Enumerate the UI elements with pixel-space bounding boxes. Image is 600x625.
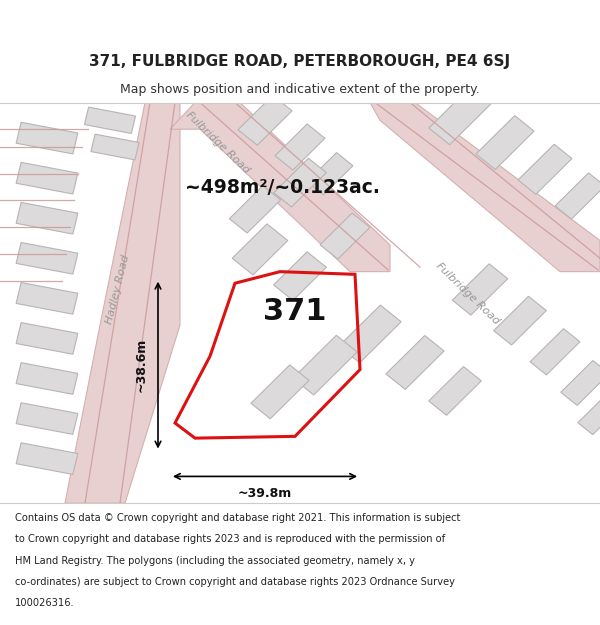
Polygon shape	[476, 116, 534, 169]
Polygon shape	[428, 367, 481, 415]
Polygon shape	[16, 122, 78, 154]
Polygon shape	[16, 322, 78, 354]
Polygon shape	[578, 394, 600, 434]
Polygon shape	[386, 336, 444, 389]
Text: to Crown copyright and database rights 2023 and is reproduced with the permissio: to Crown copyright and database rights 2…	[15, 534, 445, 544]
Polygon shape	[16, 362, 78, 394]
Polygon shape	[91, 134, 139, 160]
Text: ~39.8m: ~39.8m	[238, 487, 292, 500]
Polygon shape	[16, 242, 78, 274]
Polygon shape	[274, 158, 326, 207]
Polygon shape	[16, 402, 78, 434]
Polygon shape	[370, 102, 600, 272]
Polygon shape	[274, 252, 326, 301]
Polygon shape	[429, 87, 491, 145]
Polygon shape	[85, 107, 136, 134]
Polygon shape	[275, 124, 325, 170]
Polygon shape	[16, 442, 78, 474]
Text: 100026316.: 100026316.	[15, 598, 74, 608]
Text: co-ordinates) are subject to Crown copyright and database rights 2023 Ordnance S: co-ordinates) are subject to Crown copyr…	[15, 577, 455, 587]
Text: Hadley Road: Hadley Road	[104, 254, 131, 325]
Polygon shape	[232, 224, 288, 275]
Polygon shape	[561, 361, 600, 406]
Polygon shape	[65, 102, 180, 503]
Text: 371: 371	[263, 298, 327, 326]
Polygon shape	[238, 96, 292, 145]
Text: ~498m²/~0.123ac.: ~498m²/~0.123ac.	[185, 177, 380, 197]
Polygon shape	[229, 186, 281, 233]
Text: Fulbridge Road: Fulbridge Road	[184, 110, 251, 176]
Polygon shape	[339, 305, 401, 363]
Polygon shape	[530, 329, 580, 375]
Polygon shape	[555, 173, 600, 219]
Polygon shape	[16, 282, 78, 314]
Polygon shape	[452, 264, 508, 315]
Polygon shape	[494, 296, 547, 345]
Polygon shape	[16, 162, 78, 194]
Text: 371, FULBRIDGE ROAD, PETERBOROUGH, PE4 6SJ: 371, FULBRIDGE ROAD, PETERBOROUGH, PE4 6…	[89, 54, 511, 69]
Text: Map shows position and indicative extent of the property.: Map shows position and indicative extent…	[120, 83, 480, 96]
Text: Contains OS data © Crown copyright and database right 2021. This information is : Contains OS data © Crown copyright and d…	[15, 513, 460, 523]
Text: HM Land Registry. The polygons (including the associated geometry, namely x, y: HM Land Registry. The polygons (includin…	[15, 556, 415, 566]
Polygon shape	[16, 202, 78, 234]
Polygon shape	[251, 365, 309, 419]
Text: ~38.6m: ~38.6m	[135, 338, 148, 392]
Polygon shape	[293, 335, 357, 395]
Polygon shape	[518, 144, 572, 194]
Polygon shape	[320, 213, 370, 259]
Text: Fulbridge Road: Fulbridge Road	[434, 261, 502, 327]
Polygon shape	[170, 102, 390, 272]
Polygon shape	[307, 152, 353, 195]
